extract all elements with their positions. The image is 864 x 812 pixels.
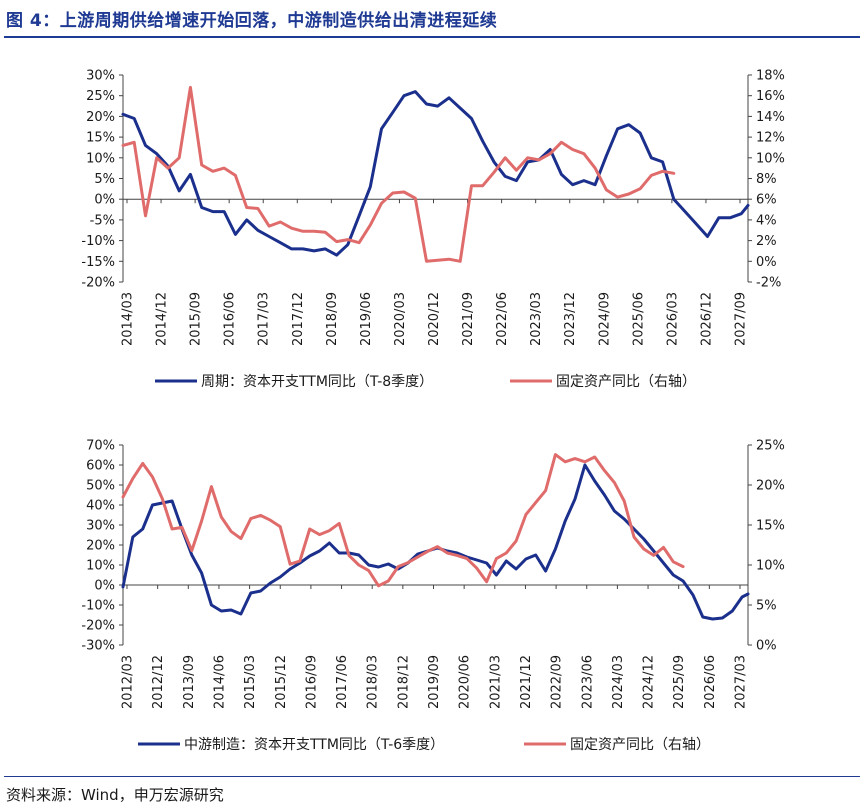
midstream-x-tick-label: 2014/06	[212, 655, 227, 709]
upstream-x-tick-label: 2014/12	[155, 292, 170, 346]
midstream-left-tick-label: 30%	[86, 519, 115, 534]
upstream-x-tick-label: 2023/12	[563, 292, 578, 346]
upstream-legend-label-1: 周期：资本开支TTM同比（T-8季度）	[201, 374, 433, 390]
upstream-right-tick-label: -2%	[756, 276, 781, 291]
midstream-left-tick-label: 20%	[86, 539, 115, 554]
midstream-x-tick-label: 2022/09	[550, 655, 565, 709]
midstream-right-tick-label: 25%	[756, 439, 785, 454]
upstream-left-tick-label: 5%	[94, 172, 115, 187]
midstream-left-tick-label: 70%	[86, 439, 115, 454]
upstream-left-tick-label: -15%	[81, 255, 115, 270]
source-note: 资料来源：Wind，申万宏源研究	[6, 786, 224, 804]
midstream-left-tick-label: 10%	[86, 559, 115, 574]
midstream-x-tick-label: 2026/06	[703, 655, 718, 709]
midstream-x-tick-label: 2016/09	[304, 655, 319, 709]
midstream-x-tick-label: 2025/09	[672, 655, 687, 709]
upstream-x-tick-label: 2016/06	[223, 292, 238, 346]
upstream-left-tick-label: -5%	[90, 213, 115, 228]
upstream-right-tick-label: 12%	[756, 131, 785, 146]
chart-canvas: 30% 25% 20% 15% 10% 5% 0% -5% -10% -15% -20% 18% 16%…	[81, 69, 785, 754]
upstream-right-tick-label: 0%	[756, 255, 777, 270]
upstream-x-tick-label: 2025/06	[631, 292, 646, 346]
midstream-series-line-2	[121, 453, 685, 588]
upstream-x-tick-label: 2017/03	[257, 292, 272, 346]
upstream-x-tick-label: 2027/09	[734, 292, 749, 346]
midstream-x-tick-label: 2021/12	[519, 655, 534, 709]
upstream-x-tick-label: 2019/06	[359, 292, 374, 346]
midstream-x-tick-label: 2018/12	[396, 655, 411, 709]
upstream-left-tick-label: 30%	[86, 69, 115, 84]
midstream-left-tick-label: -10%	[81, 599, 115, 614]
upstream-left-tick-label: 0%	[94, 193, 115, 208]
title-rule	[4, 36, 860, 38]
upstream-x-tick-label: 2022/06	[495, 292, 510, 346]
upstream-x-tick-label: 2026/03	[665, 292, 680, 346]
midstream-x-tick-label: 2020/06	[458, 655, 473, 709]
midstream-x-tick-label: 2027/03	[734, 655, 749, 709]
upstream-right-tick-label: 4%	[756, 213, 777, 228]
source-rule	[4, 776, 860, 777]
upstream-x-tick-label: 2014/03	[121, 292, 136, 346]
midstream-x-tick-label: 2024/03	[611, 655, 626, 709]
upstream-right-tick-label: 14%	[756, 110, 785, 125]
midstream-x-tick-label: 2015/12	[274, 655, 289, 709]
upstream-right-tick-label: 8%	[756, 172, 777, 187]
midstream-x-tick-label: 2012/03	[121, 655, 136, 709]
midstream-x-tick-label: 2013/09	[182, 655, 197, 709]
midstream-x-tick-label: 2012/12	[151, 655, 166, 709]
midstream-right-tick-label: 0%	[756, 639, 777, 654]
upstream-legend-label-2: 固定资产同比（右轴）	[556, 374, 696, 390]
upstream-left-tick-label: 20%	[86, 110, 115, 125]
upstream-series-line-1	[121, 90, 750, 257]
upstream-left-tick-label: -10%	[81, 234, 115, 249]
midstream-right-tick-label: 10%	[756, 559, 785, 574]
midstream-x-tick-label: 2023/06	[580, 655, 595, 709]
midstream-right-tick-label: 5%	[756, 599, 777, 614]
midstream-x-tick-label: 2017/06	[335, 655, 350, 709]
midstream-legend-label-1: 中游制造：资本开支TTM同比（T-6季度）	[184, 737, 444, 753]
upstream-x-tick-label: 2020/12	[427, 292, 442, 346]
upstream-right-tick-label: 6%	[756, 193, 777, 208]
upstream-x-tick-label: 2026/12	[699, 292, 714, 346]
midstream-left-tick-label: -30%	[81, 639, 115, 654]
upstream-x-tick-label: 2018/09	[325, 292, 340, 346]
midstream-left-tick-label: 50%	[86, 479, 115, 494]
midstream-x-tick-label: 2024/12	[642, 655, 657, 709]
midstream-x-tick-label: 2021/03	[488, 655, 503, 709]
midstream-x-tick-label: 2018/03	[366, 655, 381, 709]
upstream-x-tick-label: 2023/03	[529, 292, 544, 346]
upstream-x-tick-label: 2015/09	[189, 292, 204, 346]
midstream-right-tick-label: 15%	[756, 519, 785, 534]
midstream-left-tick-label: -20%	[81, 619, 115, 634]
midstream-series-line-1	[121, 463, 750, 621]
midstream-x-tick-label: 2019/09	[427, 655, 442, 709]
upstream-right-tick-label: 2%	[756, 234, 777, 249]
midstream-legend-label-2: 固定资产同比（右轴）	[570, 737, 710, 753]
upstream-right-tick-label: 10%	[756, 151, 785, 166]
upstream-left-tick-label: -20%	[81, 276, 115, 291]
upstream-x-tick-label: 2020/03	[393, 292, 408, 346]
upstream-right-tick-label: 18%	[756, 69, 785, 84]
upstream-x-tick-label: 2024/09	[597, 292, 612, 346]
midstream-right-tick-label: 20%	[756, 479, 785, 494]
upstream-right-tick-label: 16%	[756, 89, 785, 104]
upstream-x-tick-label: 2021/09	[461, 292, 476, 346]
midstream-left-tick-label: 0%	[94, 579, 115, 594]
upstream-left-tick-label: 15%	[86, 131, 115, 146]
upstream-series-line-2	[121, 85, 676, 263]
upstream-left-tick-label: 10%	[86, 151, 115, 166]
midstream-left-tick-label: 40%	[86, 499, 115, 514]
figure-title: 图 4：上游周期供给增速开始回落，中游制造供给出清进程延续	[6, 11, 498, 31]
midstream-x-tick-label: 2015/03	[243, 655, 258, 709]
upstream-left-tick-label: 25%	[86, 89, 115, 104]
midstream-left-tick-label: 60%	[86, 459, 115, 474]
upstream-x-tick-label: 2017/12	[291, 292, 306, 346]
